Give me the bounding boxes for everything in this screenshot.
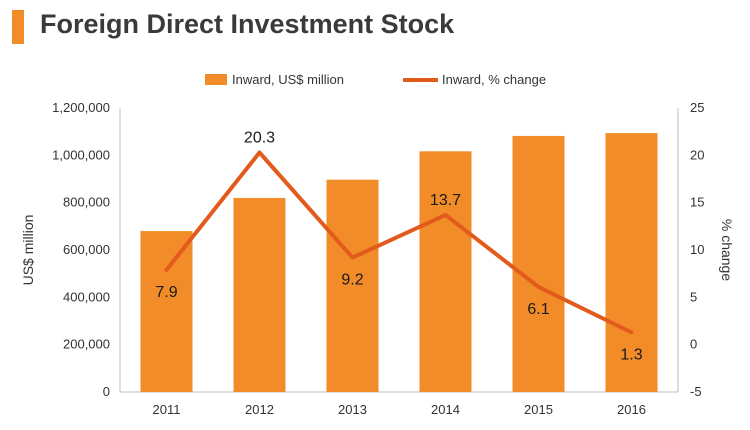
x-tick-label: 2012 xyxy=(245,402,274,417)
right-tick-label: -5 xyxy=(690,384,702,399)
right-axis-title: % change xyxy=(719,219,735,281)
bar-2011 xyxy=(140,231,193,392)
bar-2015 xyxy=(512,135,565,392)
x-tick-label: 2013 xyxy=(338,402,367,417)
chart-title: Foreign Direct Investment Stock xyxy=(40,9,455,39)
line-data-label: 7.9 xyxy=(155,284,177,301)
x-tick-label: 2016 xyxy=(617,402,646,417)
bar-2013 xyxy=(326,179,379,392)
line-data-label: 9.2 xyxy=(341,272,363,289)
left-tick-label: 600,000 xyxy=(63,242,110,257)
left-axis-title: US$ million xyxy=(20,215,36,286)
bar-2016 xyxy=(605,133,658,392)
right-tick-label: 15 xyxy=(690,195,704,210)
x-tick-label: 2015 xyxy=(524,402,553,417)
legend-label-line: Inward, % change xyxy=(442,72,546,87)
left-tick-label: 200,000 xyxy=(63,337,110,352)
legend-label-bar: Inward, US$ million xyxy=(232,72,344,87)
line-data-label: 6.1 xyxy=(527,301,549,318)
right-tick-label: 10 xyxy=(690,242,704,257)
x-tick-label: 2011 xyxy=(153,402,181,417)
line-data-label: 20.3 xyxy=(244,129,275,146)
legend-swatch-bar xyxy=(205,74,227,85)
left-tick-label: 400,000 xyxy=(63,289,110,304)
right-tick-label: 25 xyxy=(690,100,704,115)
right-tick-label: 20 xyxy=(690,147,704,162)
right-tick-label: 0 xyxy=(690,337,697,352)
line-data-label: 1.3 xyxy=(620,346,642,363)
right-tick-label: 5 xyxy=(690,289,697,304)
left-tick-label: 1,200,000 xyxy=(52,100,110,115)
bar-2014 xyxy=(419,151,472,392)
left-tick-label: 1,000,000 xyxy=(52,147,110,162)
left-tick-label: 800,000 xyxy=(63,195,110,210)
x-tick-label: 2014 xyxy=(431,402,460,417)
line-data-label: 13.7 xyxy=(430,192,461,209)
title-accent-bar xyxy=(12,10,24,44)
line-percent-change xyxy=(164,150,634,335)
bar-2012 xyxy=(233,197,286,392)
left-tick-label: 0 xyxy=(103,384,110,399)
